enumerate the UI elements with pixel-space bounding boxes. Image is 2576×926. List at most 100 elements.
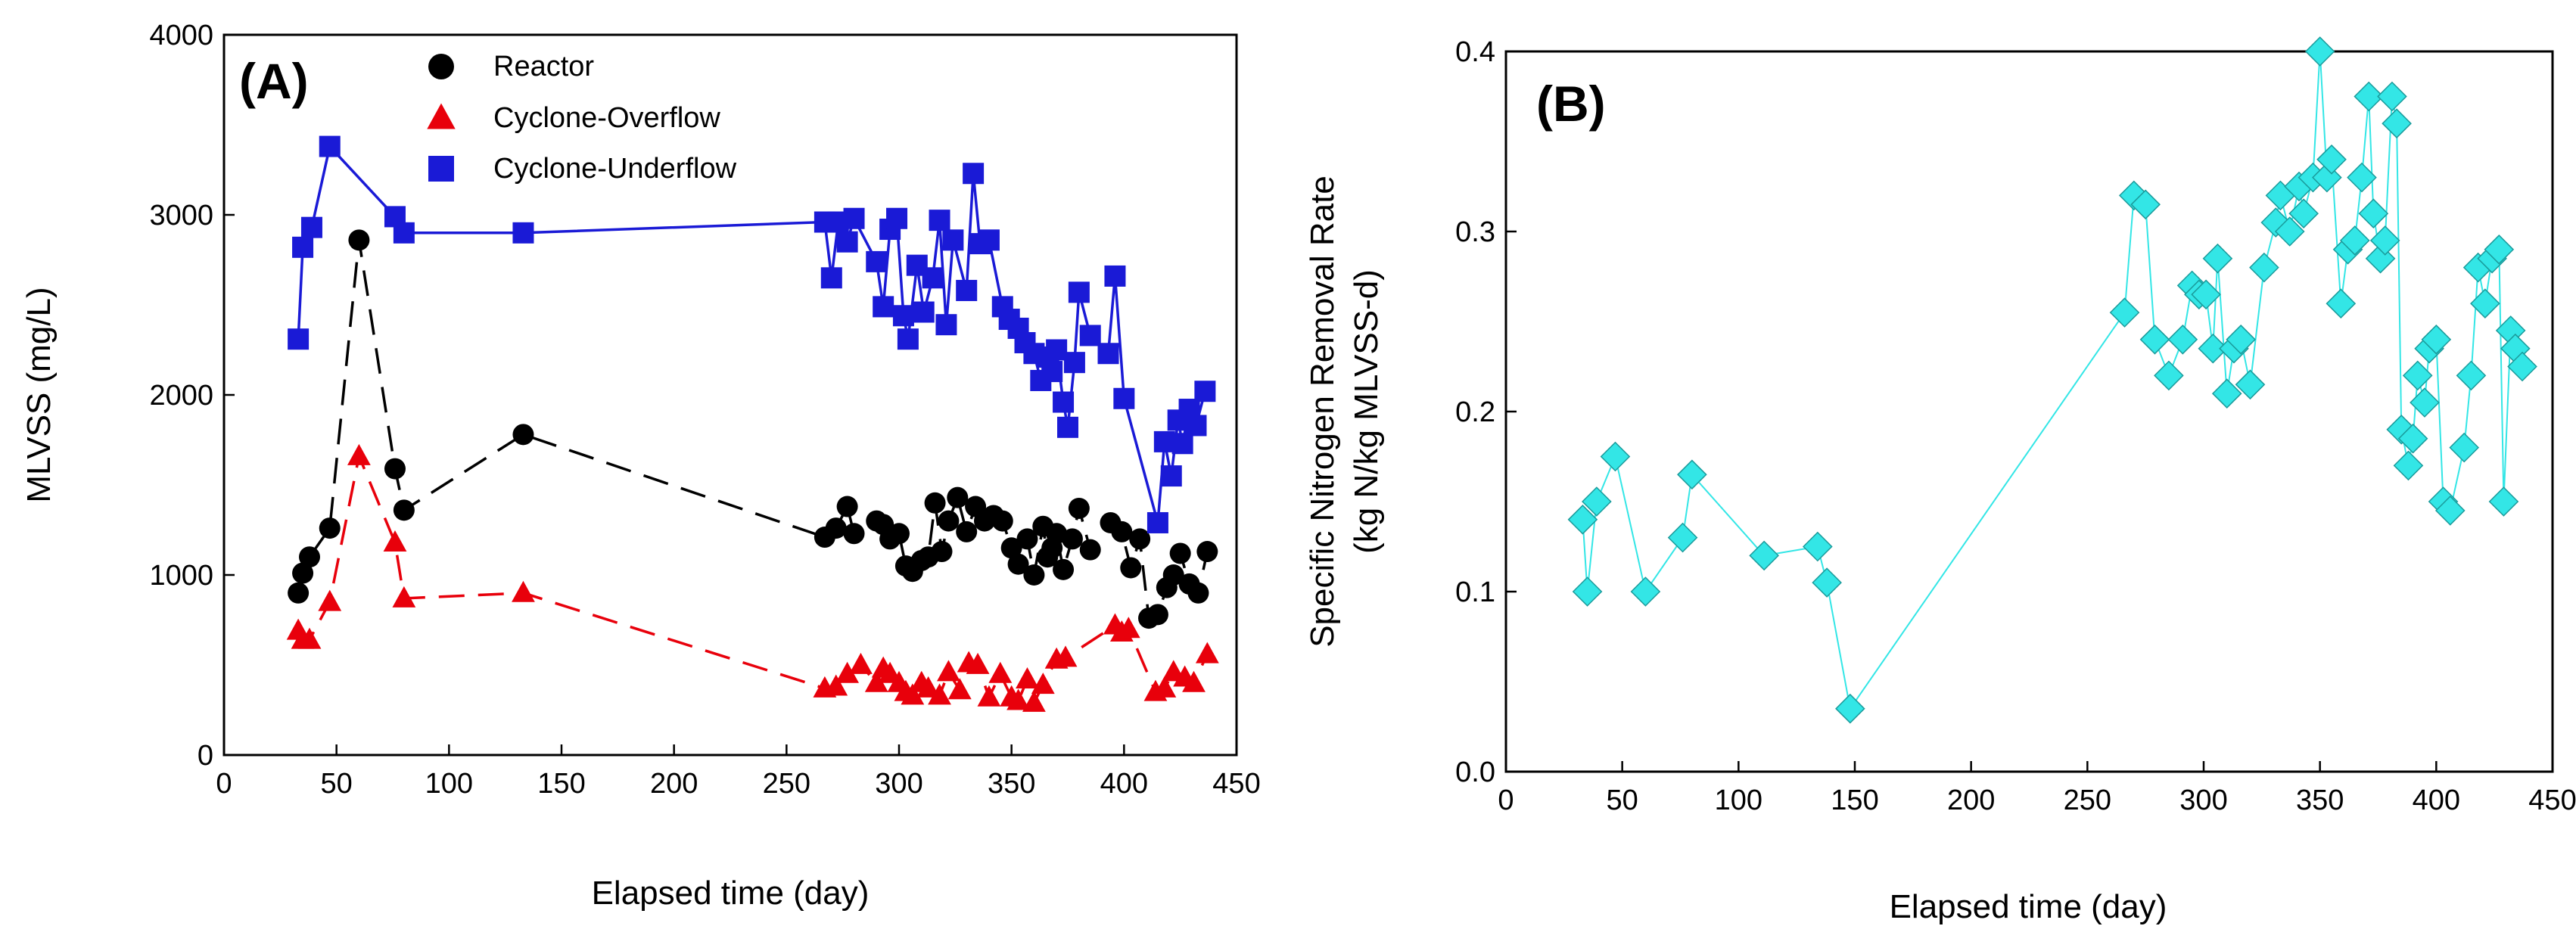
panel-a-y-tick-label: 4000: [149, 20, 213, 51]
panel-a-point-cyclone-underflow: [978, 229, 1000, 251]
panel-a-point-cyclone-overflow: [966, 652, 990, 674]
panel-b-point-specific-nitrogen-removal-rate: [2421, 324, 2452, 355]
panel-b-point-specific-nitrogen-removal-rate: [2382, 108, 2412, 139]
panel-a-point-reactor: [1169, 542, 1191, 564]
panel-b-x-tick-label: 400: [2413, 785, 2460, 816]
panel-a-x-axis-label: Elapsed time (day): [592, 875, 870, 912]
panel-a-point-cyclone-overflow: [1031, 673, 1055, 694]
panel-a-point-cyclone-overflow: [318, 589, 342, 611]
panel-a-point-cyclone-overflow: [383, 530, 407, 552]
panel-b-y-tick-label: 0.1: [1455, 576, 1495, 608]
panel-a-point-cyclone-overflow: [1182, 670, 1206, 692]
panel-a-point-reactor: [393, 499, 415, 521]
panel-a-point-reactor: [888, 523, 910, 545]
panel-b-x-tick-label: 200: [1947, 785, 1995, 816]
panel-a-point-cyclone-overflow: [347, 443, 371, 465]
panel-a-point-reactor: [931, 541, 953, 563]
panel-a-point-cyclone-underflow: [1171, 433, 1193, 455]
panel-a-point-cyclone-underflow: [1053, 391, 1075, 413]
panel-b-point-specific-nitrogen-removal-rate: [2358, 198, 2389, 229]
panel-a-point-reactor: [288, 582, 310, 604]
panel-a-point-reactor: [825, 517, 847, 539]
panel-a-point-cyclone-overflow: [297, 627, 322, 649]
panel-a-point-reactor: [938, 510, 960, 532]
panel-a-point-cyclone-underflow: [1104, 265, 1126, 287]
panel-b-x-tick-label: 50: [1607, 785, 1638, 816]
panel-b-point-specific-nitrogen-removal-rate: [2410, 387, 2440, 418]
panel-a-point-reactor: [1016, 528, 1038, 550]
panel-a-point-cyclone-underflow: [1160, 465, 1182, 487]
panel-a-point-reactor: [947, 486, 969, 508]
panel-a-y-tick-label: 0: [198, 740, 213, 772]
legend-symbol-cyclone-underflow: [428, 156, 454, 182]
panel-a-point-cyclone-underflow: [292, 236, 314, 258]
panel-a-point-cyclone-underflow: [1097, 343, 1119, 365]
panel-b-point-specific-nitrogen-removal-rate: [1567, 504, 1598, 535]
panel-b-point-specific-nitrogen-removal-rate: [1572, 576, 1603, 607]
panel-a-point-cyclone-overflow: [849, 652, 873, 674]
panel-b-point-specific-nitrogen-removal-rate: [1600, 441, 1631, 472]
panel-a-point-reactor: [924, 492, 946, 514]
panel-a-point-reactor: [512, 424, 534, 446]
panel-a-point-cyclone-underflow: [1194, 381, 1216, 402]
panel-a-point-cyclone-overflow: [835, 661, 860, 683]
panel-b-x-tick-label: 0: [1498, 785, 1514, 816]
panel-a-point-cyclone-overflow: [1153, 676, 1177, 698]
panel-b-point-specific-nitrogen-removal-rate: [1835, 693, 1865, 724]
panel-a-x-tick-label: 450: [1212, 768, 1260, 800]
panel-b-point-specific-nitrogen-removal-rate: [2202, 243, 2233, 274]
legend-label-cyclone-underflow: Cyclone-Underflow: [493, 153, 737, 185]
panel-a-point-reactor: [1061, 528, 1083, 550]
panel-b-point-specific-nitrogen-removal-rate: [2449, 432, 2480, 463]
panel-b-point-specific-nitrogen-removal-rate: [2347, 162, 2377, 193]
panel-b-y-axis-label-line2: (kg N/kg MLVSS-d): [1348, 269, 1385, 554]
panel-a-point-reactor: [348, 229, 370, 251]
panel-b-x-tick-label: 450: [2528, 785, 2576, 816]
panel-a-series-line-cyclone-underflow: [297, 143, 1207, 524]
panel-b-x-tick-label: 100: [1715, 785, 1762, 816]
panel-a-point-cyclone-underflow: [1063, 352, 1085, 374]
panel-a-point-cyclone-underflow: [873, 296, 894, 318]
panel-b-y-axis-label-line1: Specific Nitrogen Removal Rate: [1304, 176, 1341, 648]
panel-a-x-tick-label: 350: [988, 768, 1035, 800]
panel-a-point-cyclone-overflow: [392, 586, 416, 607]
panel-b-point-specific-nitrogen-removal-rate: [2109, 297, 2140, 328]
panel-b-y-tick-label: 0.3: [1455, 216, 1495, 248]
panel-a-point-reactor: [1111, 520, 1133, 542]
panel-a-point-cyclone-underflow: [843, 207, 865, 229]
panel-b-point-specific-nitrogen-removal-rate: [2167, 324, 2198, 355]
panel-a-point-cyclone-underflow: [1057, 416, 1078, 438]
panel-a-point-reactor: [991, 510, 1013, 532]
panel-b-x-tick-label: 150: [1831, 785, 1878, 816]
panel-b-point-specific-nitrogen-removal-rate: [2484, 234, 2515, 265]
panel-a-point-cyclone-underflow: [319, 135, 341, 157]
panel-a-point-reactor: [1162, 564, 1184, 586]
panel-a-point-cyclone-overflow: [1195, 642, 1219, 663]
panel-a-point-reactor: [1146, 604, 1168, 626]
panel-a-x-tick-label: 50: [321, 768, 353, 800]
panel-b-point-specific-nitrogen-removal-rate: [1630, 576, 1661, 607]
panel-a-point-cyclone-underflow: [866, 250, 888, 272]
panel-b-y-tick-label: 0.4: [1455, 36, 1495, 68]
panel-b-point-specific-nitrogen-removal-rate: [2304, 36, 2335, 67]
panel-a-y-tick-label: 2000: [149, 380, 213, 412]
panel-a-x-tick-label: 150: [537, 768, 585, 800]
panel-a-point-cyclone-overflow: [1006, 688, 1030, 710]
panel-a-point-cyclone-underflow: [300, 216, 322, 238]
panel-a-point-cyclone-underflow: [1041, 361, 1063, 383]
panel-a-point-reactor: [1129, 528, 1151, 550]
panel-b-point-specific-nitrogen-removal-rate: [2235, 369, 2266, 400]
panel-a-point-cyclone-overflow: [512, 580, 535, 602]
panel-b-point-specific-nitrogen-removal-rate: [2456, 360, 2487, 391]
panel-a-plot-frame: [222, 33, 1238, 757]
legend-label-reactor: Reactor: [493, 51, 594, 82]
panel-a-point-cyclone-overflow: [901, 683, 925, 705]
panel-a-point-reactor: [298, 546, 320, 568]
panel-a-point-reactor: [1079, 539, 1101, 561]
panel-b-plot-frame: [1504, 50, 2554, 773]
panel-b-point-specific-nitrogen-removal-rate: [2354, 81, 2385, 112]
panel-b-point-specific-nitrogen-removal-rate: [2274, 216, 2305, 247]
panel-a-point-reactor: [1023, 564, 1045, 586]
panel-a-point-reactor: [1068, 497, 1090, 519]
panel-b-x-tick-label: 250: [2064, 785, 2111, 816]
